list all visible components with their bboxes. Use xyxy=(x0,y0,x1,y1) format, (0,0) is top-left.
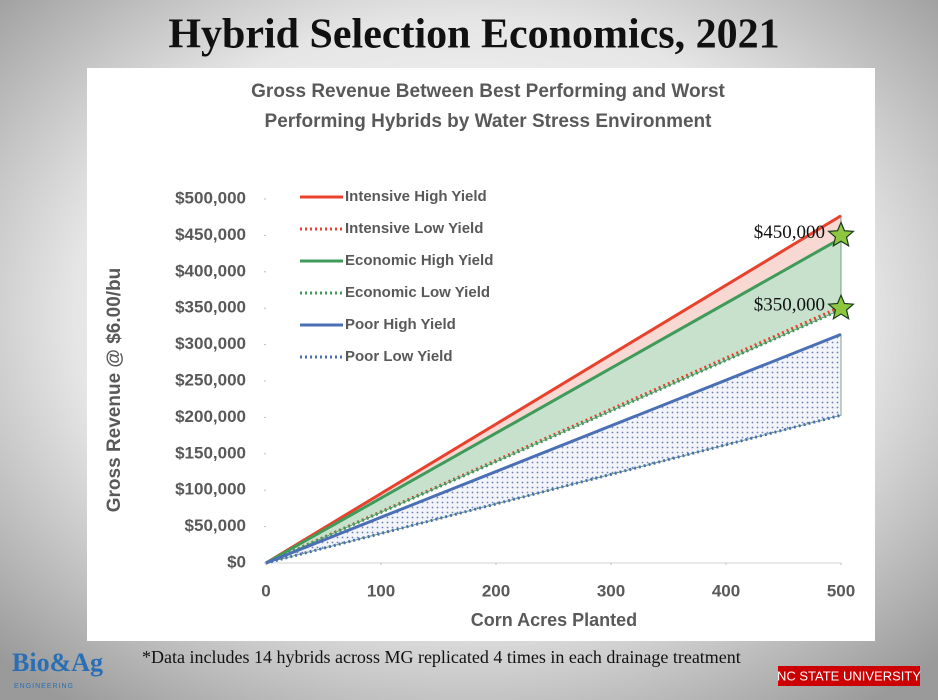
chart-subtitle: Performing Hybrids by Water Stress Envir… xyxy=(265,111,713,132)
plot: $0 $50,000 $100,000 $150,000 $200,000 $250,00… xyxy=(175,188,855,601)
annotation-label: $350,000 xyxy=(754,295,825,316)
y-tick-label: $50,000 xyxy=(185,516,246,535)
chart-subtitle: Gross Revenue Between Best Performing an… xyxy=(251,81,725,102)
y-tick-label: $150,000 xyxy=(175,443,246,462)
y-tick-label: $250,000 xyxy=(175,370,246,389)
annotation-marker xyxy=(827,220,855,248)
x-tick-label: 300 xyxy=(597,581,625,600)
y-tick-label: $0 xyxy=(227,552,246,571)
x-tick-label: 500 xyxy=(827,581,855,600)
x-tick-label: 100 xyxy=(367,581,395,600)
x-axis-label: Corn Acres Planted xyxy=(471,610,637,630)
x-tick-label: 200 xyxy=(482,581,510,600)
series-line xyxy=(265,237,842,565)
chart-panel xyxy=(87,68,875,641)
y-tick-label: $200,000 xyxy=(175,407,246,426)
logo-ncstate: NC STATE UNIVERSITY xyxy=(777,668,921,683)
legend-label: Economic High Yield xyxy=(345,252,493,269)
slide-title: Hybrid Selection Economics, 2021 xyxy=(168,12,779,58)
x-tick-label: 0 xyxy=(261,581,270,600)
y-tick-label: $500,000 xyxy=(175,188,246,207)
y-tick-label: $100,000 xyxy=(175,480,246,499)
series-line xyxy=(265,413,842,565)
logo-engineering: ENGINEERING xyxy=(14,683,74,690)
series-line xyxy=(265,214,842,565)
y-axis-label: Gross Revenue @ $6.00/bu xyxy=(104,268,125,513)
legend-label: Poor Low Yield xyxy=(345,348,453,365)
legend-label: Poor High Yield xyxy=(345,316,456,333)
y-tick-label: $450,000 xyxy=(175,225,246,244)
legend-label: Intensive Low Yield xyxy=(345,220,483,237)
legend-label: Economic Low Yield xyxy=(345,284,490,301)
logo-bioag: Bio&Ag xyxy=(12,648,103,677)
annotation-label: $450,000 xyxy=(754,222,825,243)
y-tick-label: $400,000 xyxy=(175,261,246,280)
legend-label: Intensive High Yield xyxy=(345,188,487,205)
y-tick-label: $300,000 xyxy=(175,334,246,353)
series-line xyxy=(265,333,842,565)
logo-ncstate-box xyxy=(778,666,920,686)
x-tick-label: 400 xyxy=(712,581,740,600)
annotation-marker xyxy=(827,293,855,320)
footnote: *Data includes 14 hybrids across MG repl… xyxy=(142,647,741,667)
y-tick-label: $350,000 xyxy=(175,298,246,317)
